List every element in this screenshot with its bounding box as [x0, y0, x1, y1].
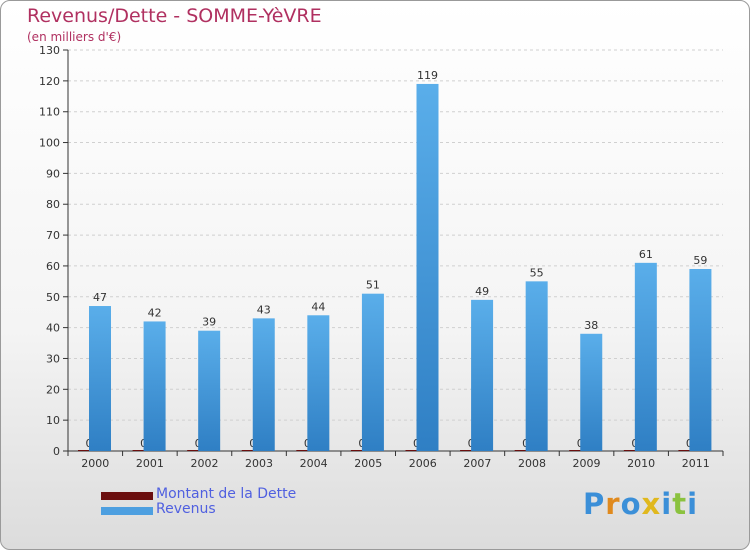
x-tick-label: 2011	[682, 457, 710, 470]
legend-swatch-revenus	[101, 507, 153, 515]
bar-revenus	[689, 269, 712, 451]
x-tick-label: 2001	[136, 457, 164, 470]
bar-revenus	[361, 293, 384, 451]
x-tick-label: 2006	[409, 457, 437, 470]
y-tick-label: 0	[53, 445, 60, 458]
x-tick-label: 2004	[300, 457, 328, 470]
y-tick-label: 110	[39, 106, 60, 119]
chart-title: Revenus/Dette - SOMME-YèVRE	[27, 5, 322, 27]
data-label-revenus: 43	[257, 303, 271, 316]
proxiti-logo: Proxiti	[583, 487, 698, 521]
bar-revenus	[416, 83, 439, 451]
data-label-revenus: 44	[311, 300, 325, 313]
data-label-revenus: 59	[693, 254, 707, 267]
y-tick-label: 40	[46, 322, 60, 335]
y-tick-label: 90	[46, 167, 60, 180]
logo-letter: P	[583, 487, 606, 521]
x-tick-label: 2008	[518, 457, 546, 470]
y-tick-label: 60	[46, 260, 60, 273]
data-label-revenus: 49	[475, 285, 489, 298]
y-tick-label: 100	[39, 137, 60, 150]
legend-label-dette: Montant de la Dette	[156, 486, 297, 502]
logo-letter: i	[687, 487, 699, 521]
logo-letter: t	[672, 487, 688, 521]
x-tick-label: 2009	[573, 457, 601, 470]
y-tick-label: 10	[46, 414, 60, 427]
bar-revenus	[471, 299, 494, 451]
y-tick-label: 130	[39, 44, 60, 57]
x-tick-label: 2005	[354, 457, 382, 470]
data-label-revenus: 42	[148, 306, 162, 319]
y-tick-label: 20	[46, 383, 60, 396]
y-tick-label: 80	[46, 198, 60, 211]
logo-letter: i	[661, 487, 673, 521]
legend-label-revenus: Revenus	[156, 501, 216, 517]
data-label-revenus: 61	[639, 248, 653, 261]
bar-revenus	[525, 281, 548, 451]
x-tick-label: 2003	[245, 457, 273, 470]
data-label-revenus: 39	[202, 316, 216, 329]
bar-revenus	[143, 321, 166, 451]
y-tick-label: 30	[46, 352, 60, 365]
bar-revenus	[580, 333, 603, 451]
logo-letter: o	[620, 487, 642, 521]
data-label-revenus: 55	[530, 266, 544, 279]
bar-revenus	[307, 315, 330, 451]
x-tick-label: 2000	[81, 457, 109, 470]
x-tick-label: 2002	[190, 457, 218, 470]
bar-revenus	[89, 306, 111, 451]
x-tick-label: 2007	[463, 457, 491, 470]
data-label-revenus: 38	[584, 319, 598, 332]
data-label-revenus: 47	[93, 291, 107, 304]
logo-letter: r	[605, 487, 621, 521]
y-tick-label: 120	[39, 75, 60, 88]
chart-subtitle: (en milliers d'€)	[27, 30, 122, 44]
bar-revenus	[634, 262, 657, 451]
y-tick-label: 50	[46, 291, 60, 304]
bar-revenus	[252, 318, 275, 451]
bar-revenus	[198, 330, 221, 451]
data-label-revenus: 51	[366, 279, 380, 292]
legend-swatch-dette	[101, 492, 153, 500]
y-tick-label: 70	[46, 229, 60, 242]
logo-letter: x	[641, 487, 662, 521]
data-label-revenus: 119	[417, 69, 438, 82]
x-tick-label: 2010	[627, 457, 655, 470]
